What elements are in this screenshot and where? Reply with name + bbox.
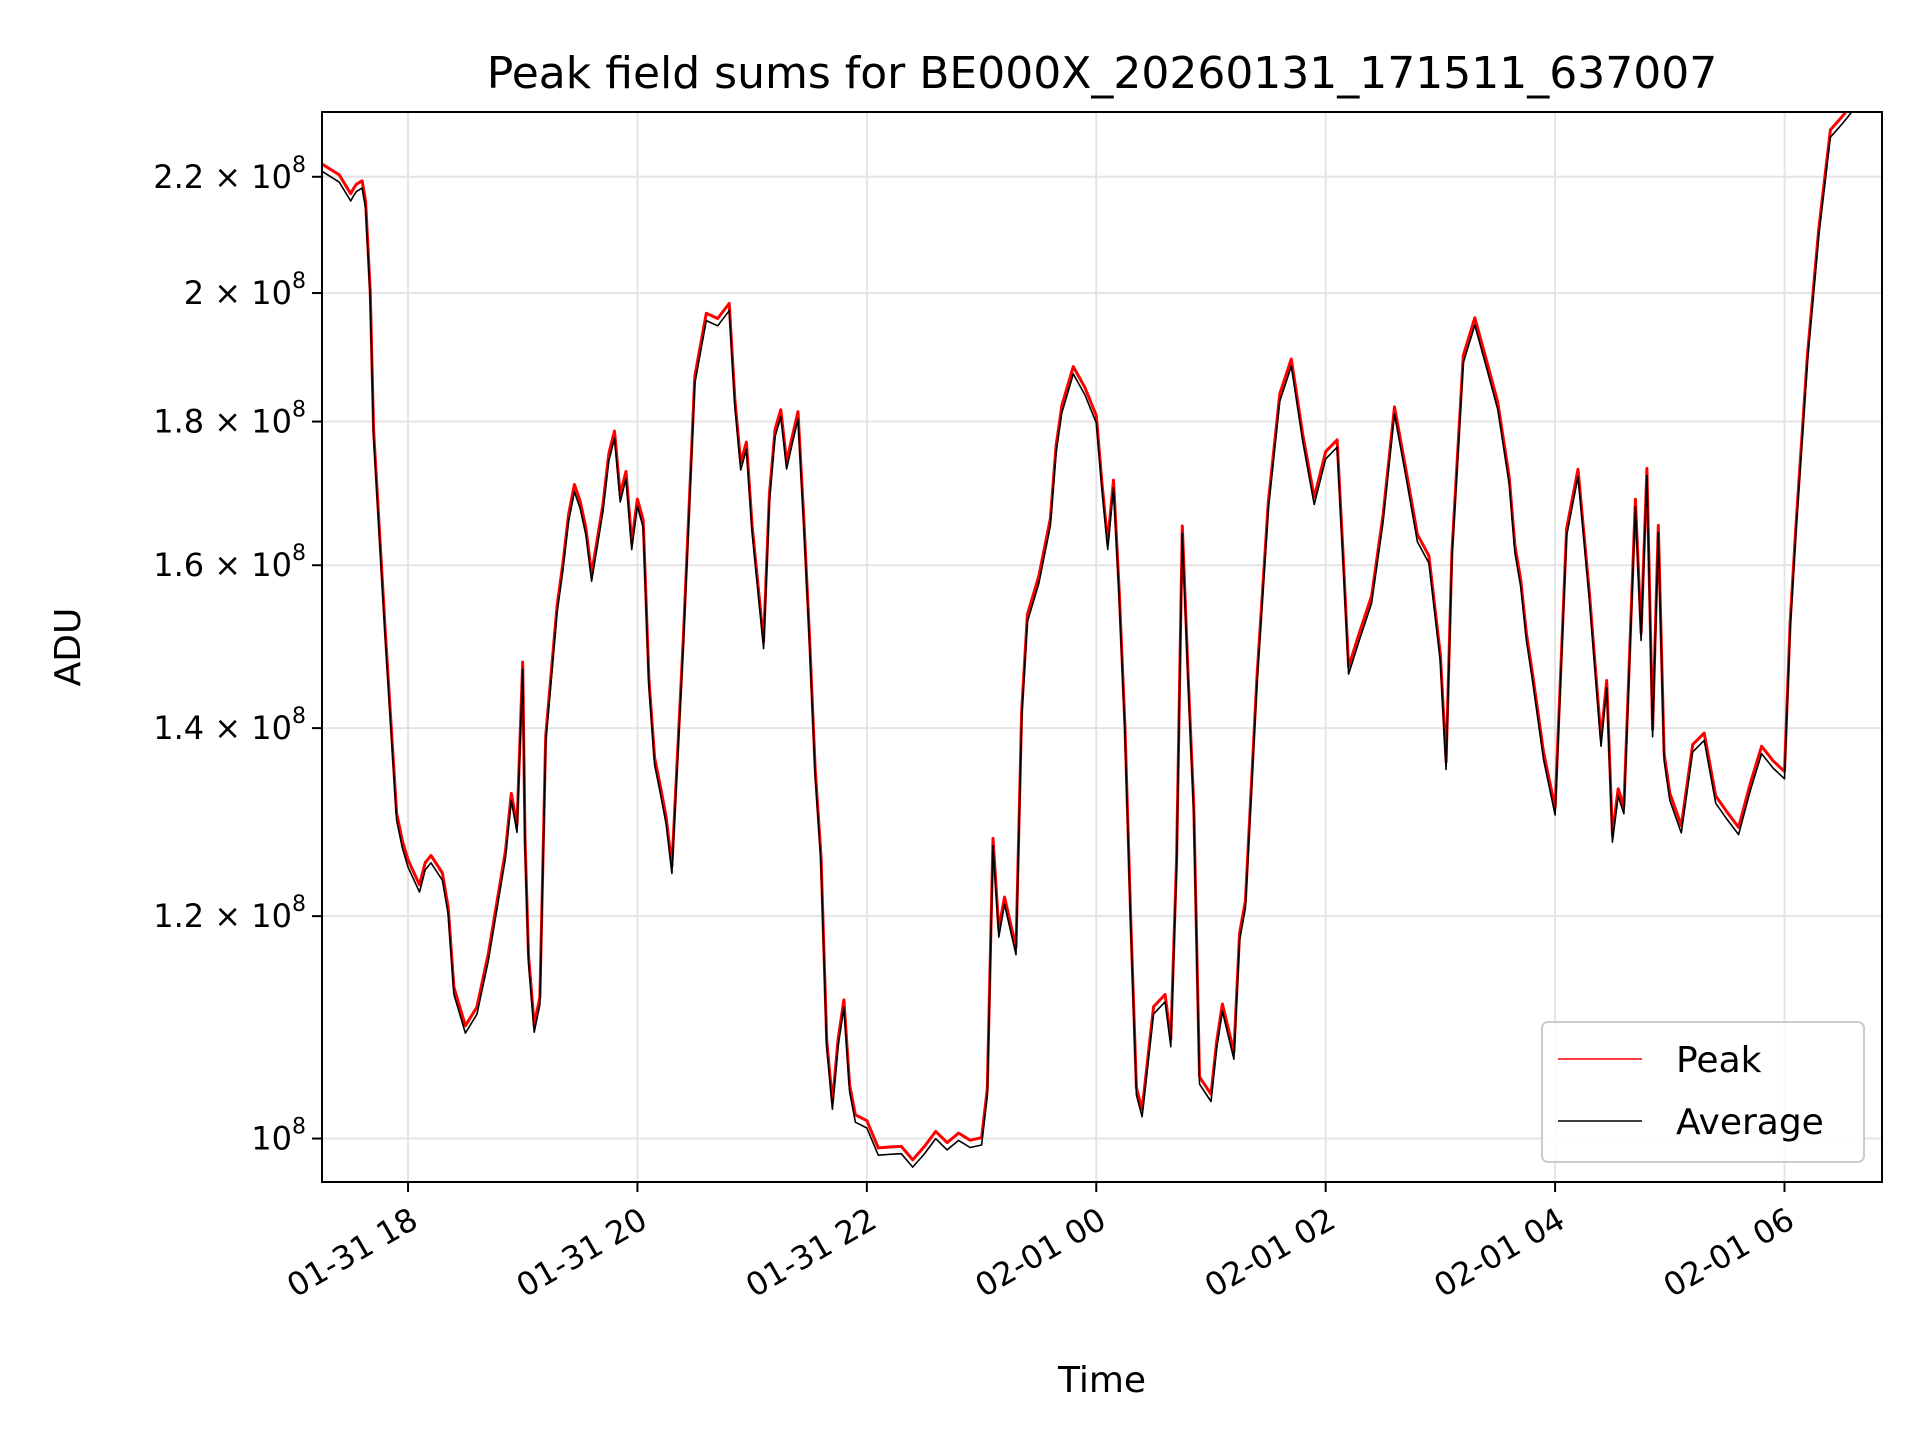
y-axis: 108 1.2 × 108 1.4 × 108 1.6 × 108 1.8 × 108 2… — [153, 153, 322, 1158]
x-tick-label: 01-31 22 — [739, 1200, 883, 1305]
plot-area — [322, 112, 1853, 1168]
y-tick-label: 1.6 × 108 — [153, 541, 306, 584]
legend-box — [1541, 1021, 1865, 1163]
x-tick-label: 02-01 04 — [1427, 1200, 1571, 1305]
y-tick-label: 1.4 × 108 — [153, 704, 306, 747]
y-tick-label: 2 × 108 — [184, 269, 306, 312]
legend-label-average: Average — [1676, 1102, 1824, 1143]
x-tick-label: 01-31 20 — [510, 1200, 654, 1305]
y-tick-label: 2.2 × 108 — [153, 153, 306, 196]
x-tick-label: 01-31 18 — [280, 1200, 424, 1305]
series-line-average — [322, 112, 1853, 1168]
series-line-peak — [322, 112, 1848, 1162]
y-tick-label: 1.2 × 108 — [153, 892, 306, 935]
legend: Peak Average — [1541, 1021, 1865, 1163]
legend-label-peak: Peak — [1676, 1040, 1762, 1081]
x-axis-label: Time — [1057, 1360, 1146, 1401]
x-tick-label: 02-01 02 — [1198, 1200, 1342, 1305]
chart-title: Peak field sums for BE000X_20260131_1715… — [487, 48, 1717, 99]
y-axis-label: ADU — [48, 608, 89, 687]
grid-lines — [322, 112, 1882, 1182]
x-tick-label: 02-01 06 — [1657, 1200, 1801, 1305]
y-tick-label: 108 — [251, 1115, 306, 1158]
x-axis: 01-31 18 01-31 20 01-31 22 02-01 00 02-01 02… — [280, 1182, 1801, 1305]
y-tick-label: 1.8 × 108 — [153, 398, 306, 441]
x-tick-label: 02-01 00 — [969, 1200, 1113, 1305]
plot-frame — [321, 111, 1883, 1183]
